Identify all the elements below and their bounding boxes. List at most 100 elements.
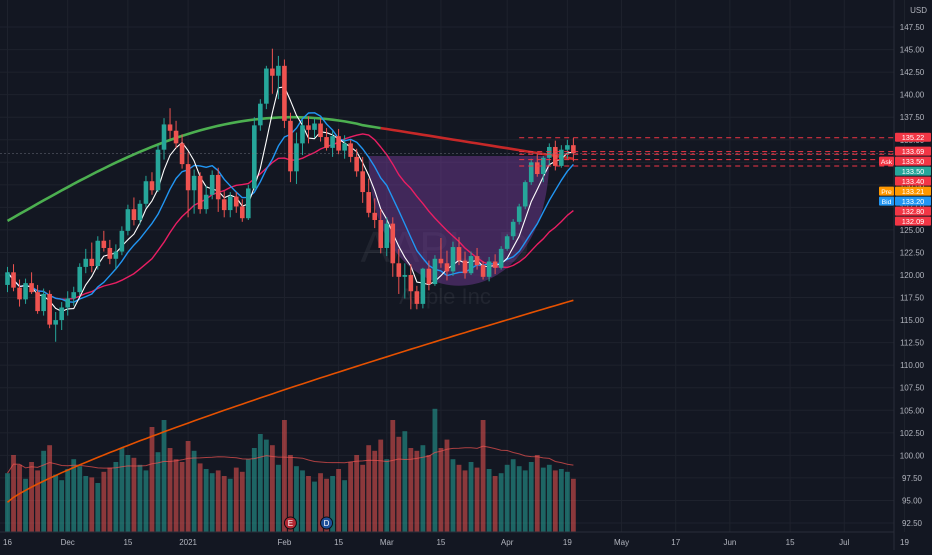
candle-body[interactable] (215, 174, 221, 200)
candle-body[interactable] (414, 291, 420, 304)
candle-body[interactable] (5, 272, 10, 285)
candle-body[interactable] (59, 307, 64, 321)
candle-body[interactable] (504, 236, 510, 249)
candle-body[interactable] (101, 240, 107, 248)
candle-body[interactable] (528, 162, 534, 183)
candle-body[interactable] (89, 258, 95, 266)
candle-body[interactable] (540, 157, 546, 175)
candle-body[interactable] (522, 182, 528, 207)
candle-body[interactable] (197, 175, 203, 210)
candle-body[interactable] (155, 149, 161, 191)
candle-body[interactable] (330, 136, 335, 148)
candle-body[interactable] (83, 258, 89, 267)
currency-label[interactable]: USD (910, 6, 927, 15)
candle-body[interactable] (252, 125, 257, 189)
candle-body[interactable] (396, 263, 402, 277)
event-marker[interactable] (320, 516, 334, 530)
candle-body[interactable] (270, 68, 275, 76)
candle-body[interactable] (498, 248, 504, 268)
candle-body[interactable] (468, 256, 474, 274)
candle-body[interactable] (113, 251, 119, 259)
candle-body[interactable] (318, 123, 323, 138)
candle-body[interactable] (384, 223, 390, 248)
candle-body[interactable] (390, 223, 396, 264)
candle-body[interactable] (23, 283, 28, 300)
time-axis[interactable]: 16 Dec 15 2021 Feb 15 Mar 15 Apr 19 May 17 Jun 15 Jul 1… (3, 538, 909, 547)
candle-body[interactable] (233, 196, 239, 207)
candle-body[interactable] (137, 203, 143, 221)
candle-body[interactable] (342, 143, 347, 151)
candle-body[interactable] (173, 130, 179, 144)
candle-body[interactable] (53, 320, 58, 325)
candle-body[interactable] (553, 146, 558, 166)
candle-body[interactable] (456, 247, 462, 261)
candle-body[interactable] (516, 206, 522, 222)
candle-body[interactable] (565, 145, 570, 150)
candle-body[interactable] (95, 240, 101, 266)
candles-layer[interactable] (5, 48, 576, 342)
candle-body[interactable] (336, 136, 341, 151)
candle-body[interactable] (191, 175, 197, 191)
candle-body[interactable] (143, 181, 149, 204)
candle-body[interactable] (354, 156, 359, 172)
candle-body[interactable] (486, 261, 492, 277)
candle-body[interactable] (203, 194, 209, 210)
candle-body[interactable] (17, 287, 22, 300)
candle-body[interactable] (77, 266, 83, 293)
candle-body[interactable] (462, 260, 468, 274)
candle-body[interactable] (276, 65, 281, 76)
candle-body[interactable] (258, 103, 263, 126)
candle-body[interactable] (47, 293, 52, 325)
candle-body[interactable] (474, 256, 480, 266)
candle-body[interactable] (426, 268, 432, 285)
candle-body[interactable] (119, 230, 125, 252)
candle-body[interactable] (221, 199, 227, 211)
candle-body[interactable] (65, 298, 70, 308)
candle-body[interactable] (282, 65, 287, 121)
candle-body[interactable] (372, 212, 378, 221)
candle-body[interactable] (227, 196, 233, 211)
candle-body[interactable] (131, 209, 137, 221)
candle-body[interactable] (167, 124, 173, 131)
candle-body[interactable] (300, 125, 305, 144)
candle-body[interactable] (366, 192, 371, 213)
candle-body[interactable] (312, 123, 317, 130)
candle-body[interactable] (559, 149, 564, 166)
candle-body[interactable] (450, 247, 456, 272)
candle-body[interactable] (125, 209, 131, 231)
candle-body[interactable] (71, 292, 77, 299)
candle-body[interactable] (161, 124, 167, 150)
candle-body[interactable] (402, 275, 408, 277)
event-marker[interactable] (283, 516, 297, 530)
candle-body[interactable] (41, 293, 46, 312)
candle-body[interactable] (185, 164, 191, 191)
candle-body[interactable] (29, 283, 34, 293)
candle-body[interactable] (264, 68, 269, 104)
candle-body[interactable] (348, 143, 353, 157)
candle-body[interactable] (288, 120, 293, 172)
candle-body[interactable] (378, 220, 384, 248)
candle-body[interactable] (547, 146, 552, 158)
candle-body[interactable] (408, 275, 414, 292)
candle-body[interactable] (492, 261, 498, 268)
candle-body[interactable] (11, 272, 16, 288)
candle-body[interactable] (420, 268, 426, 304)
candle-body[interactable] (149, 181, 155, 191)
candle-body[interactable] (510, 221, 516, 237)
candle-body[interactable] (432, 258, 438, 285)
candle-body[interactable] (306, 125, 311, 130)
candle-body[interactable] (107, 247, 113, 259)
candle-body[interactable] (571, 145, 576, 154)
candle-body[interactable] (360, 171, 365, 193)
candle-body[interactable] (246, 188, 251, 219)
candle-body[interactable] (444, 263, 450, 272)
candle-body[interactable] (438, 258, 444, 264)
candle-body[interactable] (35, 292, 40, 312)
candle-body[interactable] (239, 206, 245, 219)
candle-body[interactable] (209, 174, 215, 195)
candle-body[interactable] (480, 265, 486, 277)
candle-body[interactable] (294, 143, 299, 172)
